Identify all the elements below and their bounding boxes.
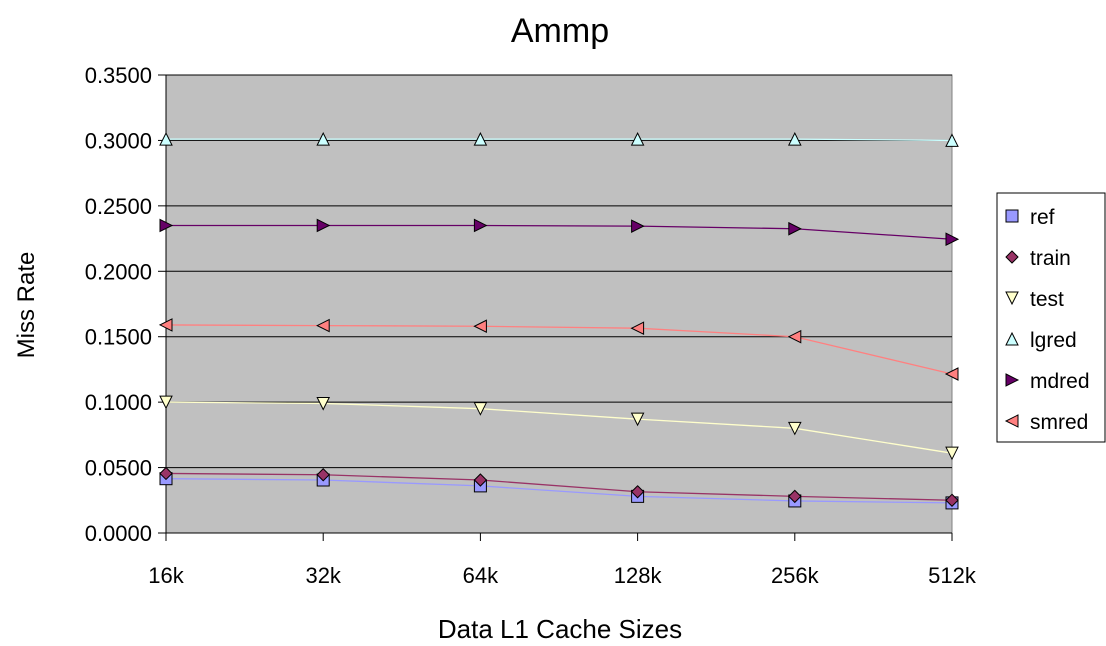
data-point-test [473, 402, 488, 416]
data-point-smred [944, 367, 959, 381]
legend-marker-smred [1004, 414, 1019, 428]
plot-area [165, 74, 953, 534]
data-point-train [473, 473, 488, 487]
series-line-ref [165, 478, 953, 504]
data-point-test [630, 412, 645, 427]
x-axis: 16k 32k 64k 128k 256k 512k [148, 532, 977, 588]
x-tick-label: 32k [305, 563, 341, 588]
legend-label-mdred: mdred [1030, 370, 1090, 393]
legend-marker-test [1005, 291, 1019, 306]
series-line-test [165, 401, 953, 454]
data-point-mdred [159, 218, 174, 233]
legend-marker-train [1005, 250, 1019, 264]
series-lines [165, 138, 953, 504]
data-point-smred [473, 319, 487, 334]
data-point-test [316, 396, 331, 411]
data-point-mdred [788, 221, 802, 236]
data-point-smred [158, 318, 173, 332]
legend-label-lgred: lgred [1030, 329, 1077, 352]
y-tick-label: 0.3500 [85, 63, 152, 88]
data-point-lgred [630, 132, 645, 146]
data-point-smred [630, 321, 645, 336]
y-tick-label: 0.1500 [85, 325, 152, 350]
data-point-train [159, 466, 173, 481]
legend-label-smred: smred [1030, 411, 1088, 434]
x-axis-label: Data L1 Cache Sizes [438, 614, 682, 644]
data-point-mdred [945, 232, 960, 247]
data-point-mdred [473, 218, 488, 233]
data-point-train [316, 468, 330, 482]
y-tick-label: 0.3000 [85, 128, 152, 153]
series-line-train [165, 472, 953, 501]
y-tick-label: 0.2500 [85, 194, 152, 219]
x-tick-label: 128k [614, 563, 663, 588]
grid-lines [166, 74, 952, 534]
y-axis-label: Miss Rate [13, 252, 40, 359]
x-tick-label: 256k [771, 563, 820, 588]
data-point-mdred [316, 218, 331, 233]
legend-box [996, 192, 1106, 443]
series-markers [158, 132, 960, 510]
data-point-lgred [159, 132, 173, 146]
legend-label-ref: ref [1030, 206, 1055, 229]
series-line-lgred [166, 138, 953, 142]
y-tick-label: 0.0000 [85, 521, 152, 546]
data-point-lgred [945, 133, 959, 147]
y-tick-label: 0.0500 [85, 456, 152, 481]
legend-label-test: test [1030, 288, 1064, 311]
legend-marker-mdred [1005, 373, 1020, 387]
data-point-test [159, 395, 173, 410]
data-point-lgred [787, 132, 802, 146]
data-point-lgred [316, 132, 331, 146]
data-point-train [788, 489, 802, 504]
x-tick-label: 512k [928, 563, 977, 588]
data-point-lgred [473, 132, 488, 146]
series-line-smred [165, 324, 953, 375]
legend-marker-ref [1005, 209, 1019, 223]
data-point-train [945, 493, 959, 507]
data-point-smred [316, 318, 330, 333]
y-tick-label: 0.2000 [85, 259, 152, 284]
data-point-mdred [631, 219, 645, 233]
chart-title: Ammp [511, 12, 609, 50]
x-tick-label: 64k [463, 563, 499, 588]
x-tick-label: 16k [148, 563, 184, 588]
series-line-mdred [166, 224, 953, 240]
legend-marker-lgred [1005, 331, 1019, 346]
data-point-smred [787, 329, 802, 344]
data-point-train [630, 485, 645, 499]
legend: ref train test lgred mdred smred [996, 192, 1106, 443]
y-tick-label: 0.1000 [85, 390, 152, 415]
y-axis: 0.0000 0.0500 0.1000 0.1500 0.2000 0.2500 0.30… [85, 63, 167, 546]
data-point-test [787, 421, 802, 436]
legend-label-train: train [1030, 247, 1071, 270]
data-point-test [945, 446, 959, 461]
